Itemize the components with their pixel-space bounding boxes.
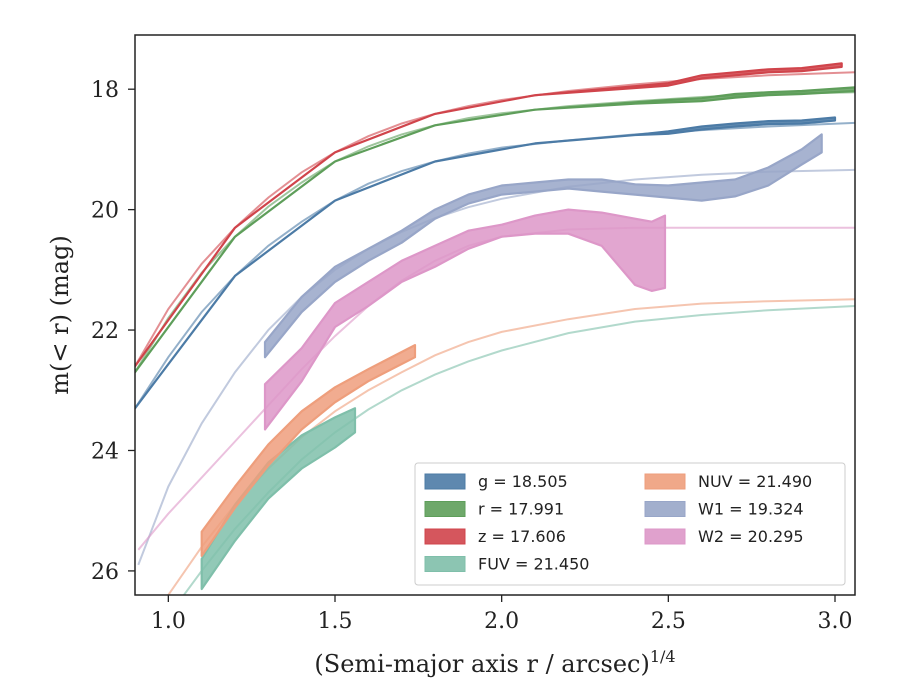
- y-axis: 18 20 22 24 26: [91, 78, 135, 585]
- x-tick-label: 2.0: [484, 609, 519, 634]
- legend-swatch-g: [424, 473, 466, 490]
- y-tick-label: 20: [91, 199, 119, 224]
- legend-label-w2: W2 = 20.295: [698, 527, 804, 546]
- legend-label-z: z = 17.606: [478, 527, 566, 546]
- legend-label-w1: W1 = 19.324: [698, 500, 804, 519]
- band-nuv: [200, 344, 417, 557]
- legend-box: [414, 462, 846, 586]
- band-r: [135, 86, 855, 374]
- legend-swatch-w1: [644, 501, 686, 517]
- y-tick-label: 24: [91, 439, 119, 464]
- x-tick-label: 2.5: [651, 609, 686, 634]
- band-w1: [263, 133, 823, 359]
- band-z: [135, 62, 843, 368]
- x-tick-label: 1.0: [151, 609, 186, 634]
- y-tick-label: 22: [91, 319, 119, 344]
- legend: g = 18.505 r = 17.991 z = 17.606 FUV = 21.4…: [414, 462, 846, 586]
- legend-label-fuv: FUV = 21.450: [478, 555, 589, 574]
- legend-swatch-fuv: [424, 556, 466, 572]
- legend-swatch-nuv: [644, 473, 686, 490]
- x-tick-label: 3.0: [818, 609, 853, 634]
- plot-frame: [134, 34, 856, 596]
- fit-curve-z: [135, 71, 855, 367]
- legend-swatch-z: [424, 528, 466, 545]
- y-tick-label: 18: [91, 78, 119, 103]
- legend-label-g: g = 18.505: [478, 472, 568, 491]
- fit-curve-g: [135, 121, 855, 409]
- legend-label-r: r = 17.991: [478, 500, 564, 519]
- band-g: [135, 116, 837, 410]
- x-axis: 1.0 1.5 2.0 2.5 3.0: [151, 595, 853, 634]
- legend-swatch-r: [424, 501, 466, 517]
- band-w2: [263, 208, 667, 431]
- x-axis-label: (Semi-major axis r / arcsec)1/4: [314, 647, 675, 678]
- y-axis-label: m(< r) (mag): [46, 235, 74, 394]
- x-tick-label: 1.5: [318, 609, 353, 634]
- legend-swatch-w2: [644, 528, 686, 545]
- y-tick-label: 26: [91, 560, 119, 585]
- measured-bands: [135, 62, 855, 591]
- legend-label-nuv: NUV = 21.490: [698, 472, 812, 491]
